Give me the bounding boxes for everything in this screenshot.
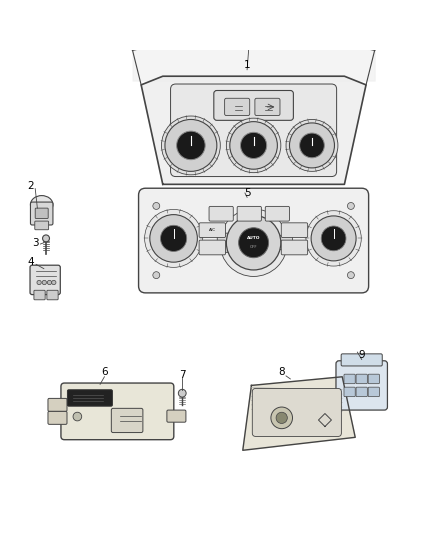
FancyBboxPatch shape [237,206,261,221]
Circle shape [300,133,325,158]
FancyBboxPatch shape [35,221,49,230]
FancyBboxPatch shape [199,223,226,238]
Text: OFF: OFF [250,245,258,249]
FancyBboxPatch shape [336,361,388,410]
Circle shape [347,203,354,209]
Text: 2: 2 [28,182,34,191]
Circle shape [347,272,354,279]
Circle shape [165,119,217,172]
FancyBboxPatch shape [34,290,45,300]
Circle shape [220,209,287,277]
FancyBboxPatch shape [281,240,307,255]
FancyBboxPatch shape [48,411,67,424]
FancyBboxPatch shape [209,206,233,221]
FancyBboxPatch shape [30,265,60,295]
Circle shape [73,412,82,421]
Circle shape [150,215,198,262]
FancyBboxPatch shape [252,389,341,437]
Text: AUTO: AUTO [247,236,260,240]
Circle shape [311,216,356,261]
FancyBboxPatch shape [344,374,355,384]
Circle shape [230,122,277,169]
Text: 6: 6 [101,367,108,377]
Circle shape [145,209,202,268]
Circle shape [162,116,220,175]
Circle shape [286,119,338,172]
Polygon shape [141,76,366,184]
Text: 8: 8 [279,367,285,377]
Circle shape [153,203,160,209]
Text: 3: 3 [32,238,39,248]
Circle shape [226,215,281,270]
Text: 5: 5 [244,188,251,198]
Circle shape [153,272,160,279]
Circle shape [276,412,287,424]
Circle shape [160,225,187,252]
FancyBboxPatch shape [217,233,231,252]
Circle shape [177,131,205,160]
FancyBboxPatch shape [356,374,367,384]
FancyBboxPatch shape [214,91,293,120]
FancyBboxPatch shape [167,410,186,422]
Text: 1: 1 [244,60,251,70]
FancyBboxPatch shape [368,387,379,397]
FancyBboxPatch shape [170,84,337,176]
FancyBboxPatch shape [48,398,67,411]
FancyBboxPatch shape [255,98,280,116]
FancyBboxPatch shape [225,98,250,116]
Circle shape [37,280,41,285]
Text: 9: 9 [358,350,365,360]
FancyBboxPatch shape [341,354,382,366]
Circle shape [306,211,361,266]
FancyBboxPatch shape [368,374,379,384]
Ellipse shape [31,196,53,214]
Circle shape [239,228,268,257]
Circle shape [42,235,49,242]
Circle shape [240,132,267,158]
Circle shape [226,118,281,173]
FancyBboxPatch shape [31,202,53,225]
FancyBboxPatch shape [67,390,113,406]
Circle shape [321,226,346,251]
Circle shape [271,407,293,429]
FancyBboxPatch shape [111,408,143,433]
Circle shape [178,389,186,397]
FancyBboxPatch shape [273,236,293,249]
FancyBboxPatch shape [273,236,293,249]
Polygon shape [243,377,355,450]
FancyBboxPatch shape [281,223,307,238]
Circle shape [290,123,335,168]
FancyBboxPatch shape [35,208,48,219]
FancyBboxPatch shape [217,233,231,252]
Circle shape [52,280,56,285]
Text: A/C: A/C [209,228,216,232]
FancyBboxPatch shape [61,383,174,440]
Circle shape [47,280,52,285]
FancyBboxPatch shape [356,387,367,397]
Text: 4: 4 [28,257,34,267]
FancyBboxPatch shape [344,387,355,397]
Circle shape [42,280,46,285]
FancyBboxPatch shape [199,240,226,255]
FancyBboxPatch shape [265,206,290,221]
FancyBboxPatch shape [47,290,58,300]
Text: 7: 7 [179,369,186,379]
FancyBboxPatch shape [138,188,369,293]
